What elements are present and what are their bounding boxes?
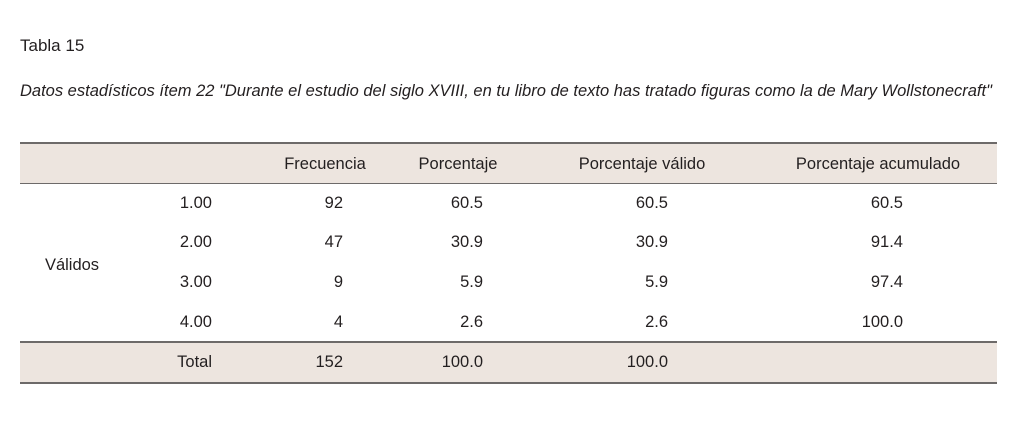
table-cell: 60.5 bbox=[450, 194, 483, 212]
total-rule bbox=[20, 341, 997, 343]
table-cell: 100.0 bbox=[861, 313, 903, 331]
total-label: Total bbox=[177, 353, 212, 371]
group-label: Válidos bbox=[44, 256, 100, 274]
total-cell: 100.0 bbox=[441, 353, 483, 371]
top-rule bbox=[20, 142, 997, 144]
column-header: Porcentaje acumulado bbox=[795, 155, 961, 173]
row-label: 1.00 bbox=[179, 194, 212, 212]
row-label: 2.00 bbox=[179, 233, 212, 251]
table-caption: Datos estadísticos ítem 22 "Durante el e… bbox=[20, 82, 992, 100]
header-rule bbox=[20, 183, 997, 184]
column-header: Frecuencia bbox=[284, 155, 366, 173]
table-cell: 60.5 bbox=[870, 194, 903, 212]
table-cell: 30.9 bbox=[450, 233, 483, 251]
table-cell: 9 bbox=[333, 273, 343, 291]
table-cell: 47 bbox=[324, 233, 343, 251]
table-cell: 4 bbox=[333, 313, 343, 331]
table-cell: 97.4 bbox=[870, 273, 903, 291]
table-cell: 92 bbox=[324, 194, 343, 212]
header-band bbox=[20, 144, 997, 183]
row-label: 4.00 bbox=[179, 313, 212, 331]
table-cell: 91.4 bbox=[870, 233, 903, 251]
bottom-rule bbox=[20, 382, 997, 384]
column-header: Porcentaje bbox=[418, 155, 498, 173]
table-title: Tabla 15 bbox=[20, 36, 85, 55]
total-band bbox=[20, 342, 997, 382]
table-cell: 2.6 bbox=[645, 313, 668, 331]
total-cell: 152 bbox=[315, 353, 343, 371]
table-cell: 30.9 bbox=[635, 233, 668, 251]
column-header: Porcentaje válido bbox=[578, 155, 706, 173]
table-cell: 60.5 bbox=[635, 194, 668, 212]
table-cell: 5.9 bbox=[460, 273, 483, 291]
total-cell: 100.0 bbox=[626, 353, 668, 371]
table-cell: 2.6 bbox=[460, 313, 483, 331]
row-label: 3.00 bbox=[179, 273, 212, 291]
table-cell: 5.9 bbox=[645, 273, 668, 291]
